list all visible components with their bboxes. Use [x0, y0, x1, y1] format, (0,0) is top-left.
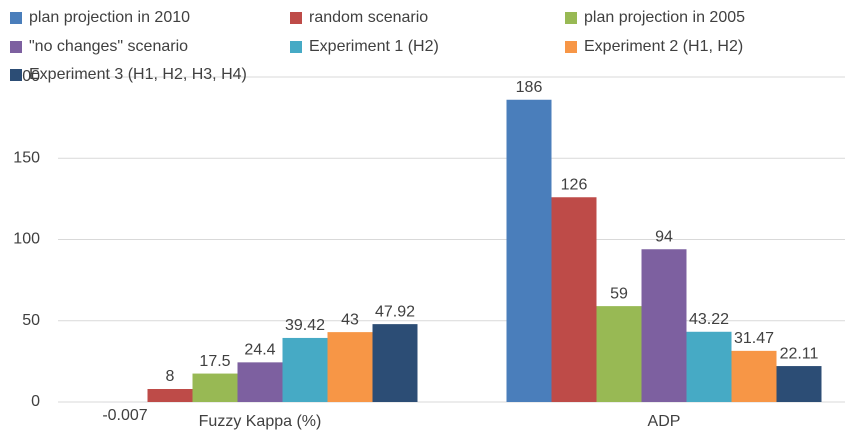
data-label: 47.92 [375, 303, 415, 320]
legend-label: Experiment 1 (H2) [309, 38, 439, 55]
data-label: -0.007 [102, 407, 147, 424]
legend-label: plan projection in 2010 [29, 9, 190, 26]
data-label: 17.5 [199, 353, 230, 370]
x-tick-label: Fuzzy Kappa (%) [199, 413, 322, 430]
data-label: 8 [166, 368, 175, 385]
bar [641, 249, 687, 402]
legend-label: "no changes" scenario [29, 38, 188, 55]
data-label: 31.47 [734, 330, 774, 347]
data-label: 43 [341, 311, 359, 328]
legend-swatch [10, 41, 22, 53]
legend-swatch [565, 41, 577, 53]
x-tick-label: ADP [648, 413, 681, 430]
bar [282, 337, 328, 402]
bar [686, 331, 732, 402]
data-label: 43.22 [689, 311, 729, 328]
data-label: 94 [655, 228, 673, 245]
bar [237, 362, 283, 402]
legend-label: random scenario [309, 9, 428, 26]
bar [192, 373, 238, 402]
legend-swatch [10, 12, 22, 24]
bar [327, 332, 373, 402]
data-label: 59 [610, 285, 628, 302]
data-label: 39.42 [285, 317, 325, 334]
bar [596, 306, 642, 402]
data-label: 22.11 [780, 345, 819, 362]
bar [551, 197, 597, 402]
data-label: 126 [561, 176, 588, 193]
data-label: 24.4 [244, 342, 275, 359]
legend-label: Experiment 2 (H1, H2) [584, 38, 743, 55]
y-tick-label: 0 [31, 393, 40, 410]
legend-swatch [565, 12, 577, 24]
legend-swatch [10, 69, 22, 81]
bar [372, 324, 418, 402]
bar [776, 366, 822, 402]
data-label: 186 [516, 79, 543, 96]
legend-label: Experiment 3 (H1, H2, H3, H4) [29, 66, 247, 83]
legend-label: plan projection in 2005 [584, 9, 745, 26]
bar [506, 99, 552, 402]
y-tick-label: 100 [13, 231, 40, 248]
y-tick-label: 50 [22, 312, 40, 329]
y-tick-label: 150 [13, 149, 40, 166]
bar [147, 389, 193, 402]
bar [731, 350, 777, 402]
legend-swatch [290, 41, 302, 53]
legend-swatch [290, 12, 302, 24]
